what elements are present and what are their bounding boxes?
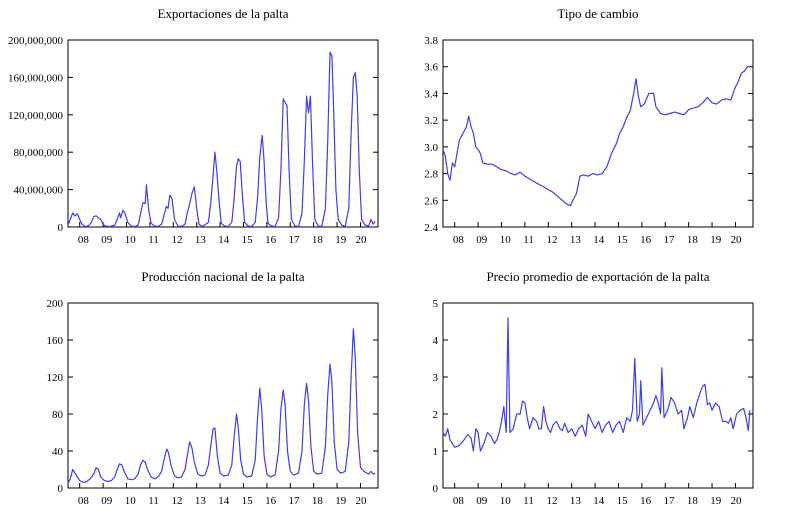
chart-exportaciones-de-la-palta-title: Exportaciones de la palta [157,6,288,21]
chart-produccion-nacional-de-la-palta-x-tick-label: 08 [78,495,90,507]
chart-produccion-nacional-de-la-palta-x-tick-label: 12 [171,495,182,507]
chart-tipo-de-cambio: Tipo de cambio 2.4 2.6 2.8 3.0 3.2 3.4 3.6 3.8 08… [424,6,754,246]
chart-produccion-nacional-de-la-palta-y-tick-label: 160 [47,335,64,347]
chart-exportaciones-de-la-palta-y-tick-label: 160,000,000 [8,72,64,84]
chart-exportaciones-de-la-palta-y-tick-label: 200,000,000 [8,35,64,47]
chart-precio-promedio-de-exportacion-de-la-palta-x-tick-label: 09 [476,495,488,507]
chart-produccion-nacional-de-la-palta-y-tick-label: 80 [52,409,64,421]
chart-exportaciones-de-la-palta-x-tick-label: 13 [195,234,207,246]
chart-tipo-de-cambio-y-tick-label: 3.4 [424,88,438,100]
chart-exportaciones-de-la-palta-x-tick-label: 15 [242,234,254,246]
chart-precio-promedio-de-exportacion-de-la-palta-x-tick-label: 19 [710,495,722,507]
chart-exportaciones-de-la-palta-x-tick-label: 14 [218,234,230,246]
chart-produccion-nacional-de-la-palta-x-tick-label: 20 [356,495,368,507]
chart-tipo-de-cambio-x-tick-label: 10 [500,234,512,246]
chart-precio-promedio-de-exportacion-de-la-palta-x-tick-label: 11 [523,495,534,507]
chart-precio-promedio-de-exportacion-de-la-palta-y-tick-label: 4 [433,335,439,347]
chart-tipo-de-cambio-y-tick-label: 2.4 [424,222,438,234]
chart-tipo-de-cambio-x-tick-label: 20 [731,234,743,246]
chart-precio-promedio-de-exportacion-de-la-palta-x-tick-label: 20 [731,495,743,507]
chart-precio-promedio-de-exportacion-de-la-palta-x-tick-label: 16 [640,495,652,507]
chart-tipo-de-cambio-y-tick-label: 3.0 [424,142,438,154]
chart-produccion-nacional-de-la-palta-y-tick-label: 0 [58,483,64,495]
chart-produccion-nacional-de-la-palta-x-tick-label: 14 [218,495,230,507]
chart-precio-promedio-de-exportacion-de-la-palta-plot-frame [442,302,754,489]
chart-precio-promedio-de-exportacion-de-la-palta-x-tick-label: 18 [687,495,699,507]
chart-exportaciones-de-la-palta-x-tick-label: 12 [171,234,182,246]
chart-produccion-nacional-de-la-palta-y-tick-label: 200 [47,298,64,310]
chart-exportaciones-de-la-palta-x-tick-label: 17 [288,234,300,246]
chart-tipo-de-cambio-x-tick-label: 08 [453,234,465,246]
chart-precio-promedio-de-exportacion-de-la-palta: Precio promedio de exportación de la pal… [433,269,754,507]
chart-exportaciones-de-la-palta-y-tick-label: 0 [58,222,64,234]
chart-precio-promedio-de-exportacion-de-la-palta-y-tick-label: 2 [433,409,439,421]
chart-produccion-nacional-de-la-palta-x-tick-label: 19 [335,495,347,507]
chart-produccion-nacional-de-la-palta-y-tick-label: 40 [52,446,64,458]
chart-produccion-nacional-de-la-palta-x-tick-label: 13 [195,495,207,507]
chart-precio-promedio-de-exportacion-de-la-palta-x-tick-label: 14 [593,495,605,507]
chart-tipo-de-cambio-x-tick-label: 14 [593,234,605,246]
chart-precio-promedio-de-exportacion-de-la-palta-x-tick-label: 17 [663,495,675,507]
chart-tipo-de-cambio-x-tick-label: 11 [523,234,534,246]
chart-tipo-de-cambio-y-tick-label: 2.6 [424,195,438,207]
chart-exportaciones-de-la-palta-x-tick-label: 11 [148,234,159,246]
chart-tipo-de-cambio-y-tick-label: 2.8 [424,169,438,181]
chart-tipo-de-cambio-x-tick-label: 12 [546,234,557,246]
chart-tipo-de-cambio-x-tick-label: 18 [687,234,699,246]
chart-exportaciones-de-la-palta-y-tick-label: 120,000,000 [8,110,64,122]
chart-exportaciones-de-la-palta: Exportaciones de la palta 0 40,000,000 80,0… [8,6,379,246]
chart-tipo-de-cambio-series-line [442,66,750,207]
chart-produccion-nacional-de-la-palta-x-tick-label: 11 [148,495,159,507]
chart-produccion-nacional-de-la-palta-x-tick-label: 17 [288,495,300,507]
chart-produccion-nacional-de-la-palta-title: Producción nacional de la palta [141,269,304,284]
chart-tipo-de-cambio-x-tick-label: 15 [617,234,629,246]
chart-produccion-nacional-de-la-palta-x-tick-label: 10 [125,495,137,507]
chart-precio-promedio-de-exportacion-de-la-palta-y-tick-label: 3 [433,372,439,384]
chart-produccion-nacional-de-la-palta-x-tick-label: 16 [265,495,277,507]
chart-tipo-de-cambio-title: Tipo de cambio [557,6,638,21]
chart-exportaciones-de-la-palta-y-tick-label: 40,000,000 [14,185,64,197]
chart-exportaciones-de-la-palta-x-tick-label: 19 [335,234,347,246]
chart-produccion-nacional-de-la-palta-plot-frame [67,302,379,489]
chart-exportaciones-de-la-palta-y-tick-label: 80,000,000 [14,147,64,159]
chart-exportaciones-de-la-palta-x-tick-label: 20 [356,234,368,246]
chart-produccion-nacional-de-la-palta-series-line [67,328,376,484]
chart-produccion-nacional-de-la-palta-x-tick-label: 18 [312,495,324,507]
chart-precio-promedio-de-exportacion-de-la-palta-x-tick-label: 12 [546,495,557,507]
chart-exportaciones-de-la-palta-x-tick-label: 10 [125,234,137,246]
chart-produccion-nacional-de-la-palta-x-tick-label: 15 [242,495,254,507]
chart-exportaciones-de-la-palta-x-tick-label: 16 [265,234,277,246]
chart-precio-promedio-de-exportacion-de-la-palta-y-tick-label: 5 [433,298,439,310]
chart-produccion-nacional-de-la-palta: Producción nacional de la palta 0 40 80 120 1… [47,269,379,507]
chart-exportaciones-de-la-palta-series-line [67,51,376,228]
chart-exportaciones-de-la-palta-x-tick-label: 08 [78,234,90,246]
chart-tipo-de-cambio-plot-frame [442,39,754,228]
chart-tipo-de-cambio-y-tick-label: 3.2 [424,115,438,127]
chart-tipo-de-cambio-y-tick-label: 3.8 [424,35,438,47]
chart-tipo-de-cambio-x-tick-label: 13 [570,234,582,246]
chart-produccion-nacional-de-la-palta-x-tick-label: 09 [101,495,113,507]
chart-tipo-de-cambio-x-tick-label: 09 [476,234,488,246]
chart-exportaciones-de-la-palta-plot-frame [67,39,379,228]
chart-exportaciones-de-la-palta-x-tick-label: 18 [312,234,324,246]
chart-tipo-de-cambio-x-tick-label: 16 [640,234,652,246]
chart-precio-promedio-de-exportacion-de-la-palta-title: Precio promedio de exportación de la pal… [486,269,709,284]
chart-precio-promedio-de-exportacion-de-la-palta-series-line [442,317,751,452]
chart-tipo-de-cambio-y-tick-label: 3.6 [424,62,438,74]
chart-tipo-de-cambio-x-tick-label: 17 [663,234,675,246]
chart-exportaciones-de-la-palta-x-tick-label: 09 [101,234,113,246]
chart-precio-promedio-de-exportacion-de-la-palta-x-tick-label: 10 [500,495,512,507]
chart-precio-promedio-de-exportacion-de-la-palta-x-tick-label: 15 [617,495,629,507]
chart-tipo-de-cambio-x-tick-label: 19 [710,234,722,246]
chart-precio-promedio-de-exportacion-de-la-palta-y-tick-label: 0 [433,483,439,495]
chart-precio-promedio-de-exportacion-de-la-palta-x-tick-label: 13 [570,495,582,507]
chart-precio-promedio-de-exportacion-de-la-palta-x-tick-label: 08 [453,495,465,507]
chart-produccion-nacional-de-la-palta-y-tick-label: 120 [47,372,64,384]
chart-precio-promedio-de-exportacion-de-la-palta-y-tick-label: 1 [433,446,439,458]
